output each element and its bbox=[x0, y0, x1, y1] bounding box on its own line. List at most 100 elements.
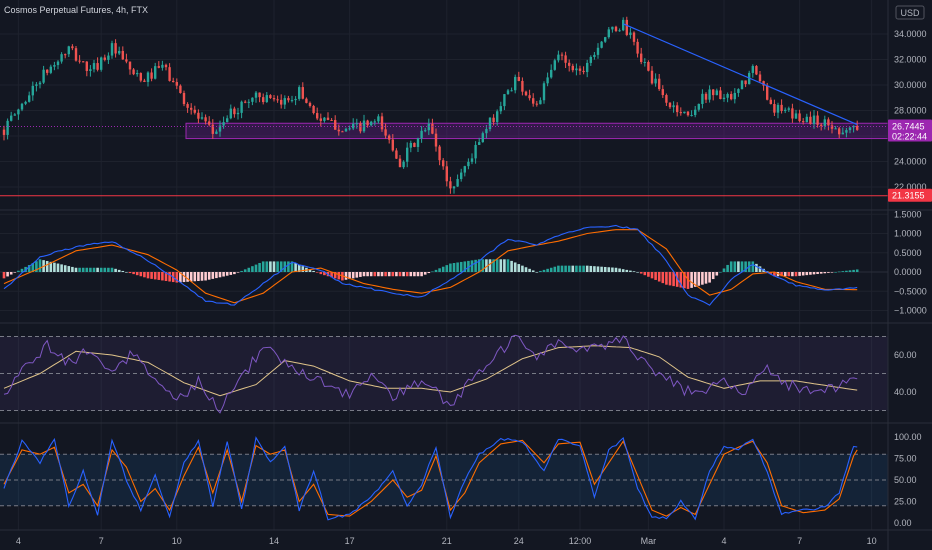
macd-histogram-bar bbox=[456, 262, 459, 272]
macd-histogram-bar bbox=[600, 266, 603, 272]
candle-body bbox=[622, 19, 625, 31]
macd-histogram-bar bbox=[495, 259, 499, 272]
candle-body bbox=[204, 117, 207, 122]
macd-histogram-bar bbox=[467, 260, 470, 272]
candle-body bbox=[348, 128, 351, 130]
macd-histogram-bar bbox=[488, 259, 492, 272]
candle-body bbox=[744, 80, 747, 85]
candle-body bbox=[31, 85, 34, 96]
macd-histogram-bar bbox=[366, 272, 369, 277]
macd-histogram-bar bbox=[492, 259, 495, 272]
candle-body bbox=[240, 101, 243, 113]
macd-pane[interactable] bbox=[0, 224, 888, 306]
candle-body bbox=[2, 129, 6, 135]
candle-body bbox=[197, 112, 200, 119]
macd-histogram-bar bbox=[657, 272, 661, 282]
candle-body bbox=[200, 117, 204, 119]
candle-body bbox=[672, 105, 675, 108]
support-resistance-zone[interactable] bbox=[185, 122, 889, 140]
candle-body bbox=[395, 150, 398, 159]
macd-histogram-bar bbox=[517, 264, 521, 272]
candle-body bbox=[697, 103, 700, 110]
macd-histogram-bar bbox=[593, 266, 596, 272]
candle-body bbox=[114, 43, 117, 54]
candle-body bbox=[283, 98, 286, 105]
candle-body bbox=[546, 77, 549, 84]
macd-histogram-bar bbox=[24, 266, 27, 272]
macd-histogram-bar bbox=[463, 261, 467, 272]
rsi-pane[interactable] bbox=[0, 334, 888, 414]
macd-histogram-bar bbox=[729, 261, 733, 272]
candle-body bbox=[463, 166, 466, 173]
currency-badge[interactable]: USD bbox=[895, 5, 925, 20]
macd-histogram-bar bbox=[452, 263, 456, 272]
price-tick-label: 34.0000 bbox=[894, 29, 927, 39]
candle-body bbox=[690, 115, 693, 117]
macd-histogram-bar bbox=[45, 260, 49, 272]
candle-body bbox=[218, 125, 222, 132]
macd-histogram-bar bbox=[773, 272, 776, 277]
candle-body bbox=[553, 60, 556, 70]
macd-histogram-bar bbox=[164, 272, 168, 281]
macd-histogram-bar bbox=[380, 272, 384, 277]
candle-body bbox=[298, 87, 301, 99]
last-price-tag: 26.7445 02:22:44 bbox=[888, 119, 932, 142]
candle-body bbox=[67, 46, 70, 55]
candle-body bbox=[611, 26, 614, 30]
macd-histogram-bar bbox=[89, 267, 92, 272]
stochastic-pane[interactable] bbox=[0, 436, 888, 521]
candle-body bbox=[175, 82, 178, 86]
candle-body bbox=[344, 128, 348, 132]
candle-body bbox=[132, 69, 135, 75]
macd-histogram-bar bbox=[114, 268, 117, 272]
rsi-tick-label: 60.00 bbox=[894, 350, 917, 360]
macd-histogram-bar bbox=[697, 272, 701, 286]
candle-body bbox=[830, 125, 834, 129]
macd-histogram-bar bbox=[852, 269, 855, 272]
candle-body bbox=[589, 57, 592, 63]
candle-body bbox=[460, 172, 463, 180]
chart-title[interactable]: Cosmos Perpetual Futures, 4h, FTX bbox=[4, 5, 148, 15]
macd-histogram-bar bbox=[564, 265, 567, 272]
candle-body bbox=[625, 19, 628, 35]
descending-trendline[interactable] bbox=[622, 23, 858, 126]
macd-histogram-bar bbox=[643, 272, 647, 276]
candle-body bbox=[510, 90, 513, 92]
rsi-moving-average-line bbox=[3, 345, 858, 397]
macd-tick-label: 0.0000 bbox=[894, 267, 922, 277]
macd-histogram-bar bbox=[197, 272, 200, 281]
candle-body bbox=[820, 124, 823, 126]
macd-histogram-bar bbox=[265, 261, 269, 272]
candle-body bbox=[838, 128, 841, 135]
time-tick-label: 10 bbox=[867, 536, 877, 546]
candle-body bbox=[139, 73, 142, 81]
candle-body bbox=[312, 105, 315, 114]
candle-body bbox=[478, 142, 481, 145]
candle-body bbox=[128, 61, 132, 70]
candle-body bbox=[726, 94, 729, 98]
rsi-tick-label: 40.00 bbox=[894, 387, 917, 397]
macd-histogram-bar bbox=[481, 259, 485, 272]
candle-body bbox=[409, 142, 412, 148]
macd-histogram-bar bbox=[675, 272, 679, 287]
candle-body bbox=[431, 123, 434, 134]
candle-body bbox=[528, 95, 531, 99]
macd-histogram-bar bbox=[722, 268, 726, 272]
macd-histogram-bar bbox=[60, 264, 63, 272]
macd-histogram-bar bbox=[391, 272, 395, 277]
candle-body bbox=[564, 55, 567, 63]
macd-histogram-bar bbox=[31, 263, 35, 272]
macd-histogram-bar bbox=[344, 272, 348, 280]
price-pane[interactable] bbox=[0, 16, 889, 197]
macd-histogram-bar bbox=[312, 270, 315, 272]
macd-histogram-bar bbox=[665, 272, 668, 285]
candle-body bbox=[798, 113, 801, 122]
candle-body bbox=[247, 101, 250, 103]
macd-histogram-bar bbox=[211, 272, 215, 279]
macd-histogram-bar bbox=[794, 272, 798, 277]
candle-body bbox=[100, 57, 103, 70]
candle-body bbox=[254, 92, 258, 98]
